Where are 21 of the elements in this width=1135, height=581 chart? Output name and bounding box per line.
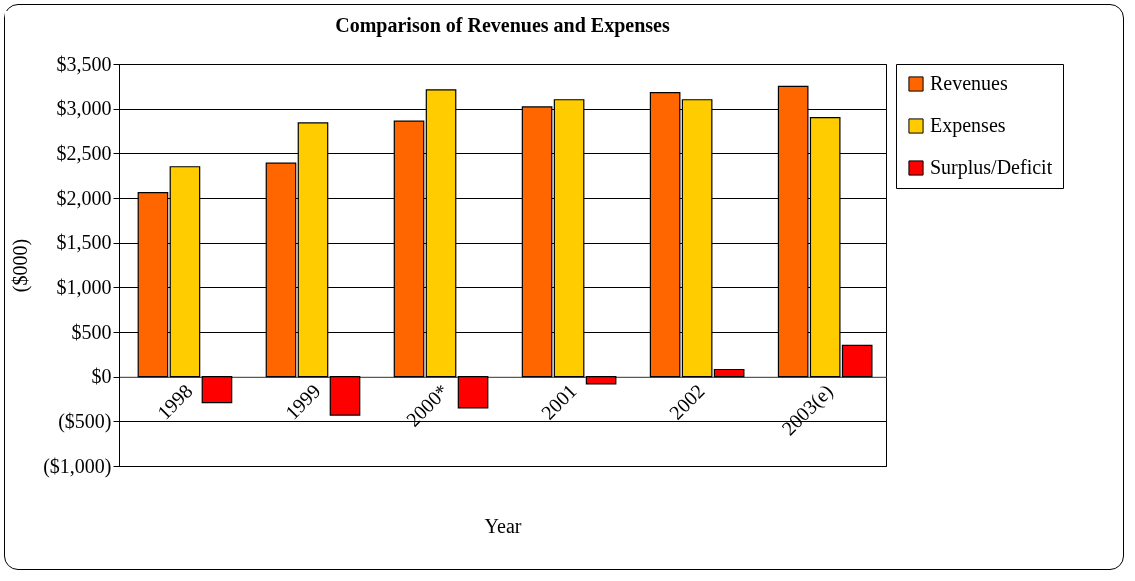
y-tick-label: ($500) [58,409,112,433]
y-tick-label: $2,000 [56,186,112,209]
x-axis-title: Year [484,514,522,537]
chart-title: Comparison of Revenues and Expenses [335,14,670,37]
y-tick-label: $1,000 [56,275,112,298]
legend-label: Surplus/Deficit [930,156,1053,179]
bar [457,376,489,409]
y-tick-label: $2,500 [56,141,112,164]
y-tick-label: $1,500 [56,231,112,254]
legend-label: Expenses [930,114,1006,137]
y-tick-label: $0 [91,365,112,388]
bar [201,376,233,404]
y-tick-label: $3,500 [56,52,112,75]
y-tick-label: ($1,000) [43,454,112,478]
y-tick-label: $3,000 [56,97,112,120]
y-axis-title: ($000) [9,238,33,293]
bar [585,376,617,385]
x-tick-label: 2001 [536,379,581,424]
y-tick-label: $500 [71,320,112,343]
legend-label: Revenues [930,72,1008,94]
bar [329,376,361,416]
